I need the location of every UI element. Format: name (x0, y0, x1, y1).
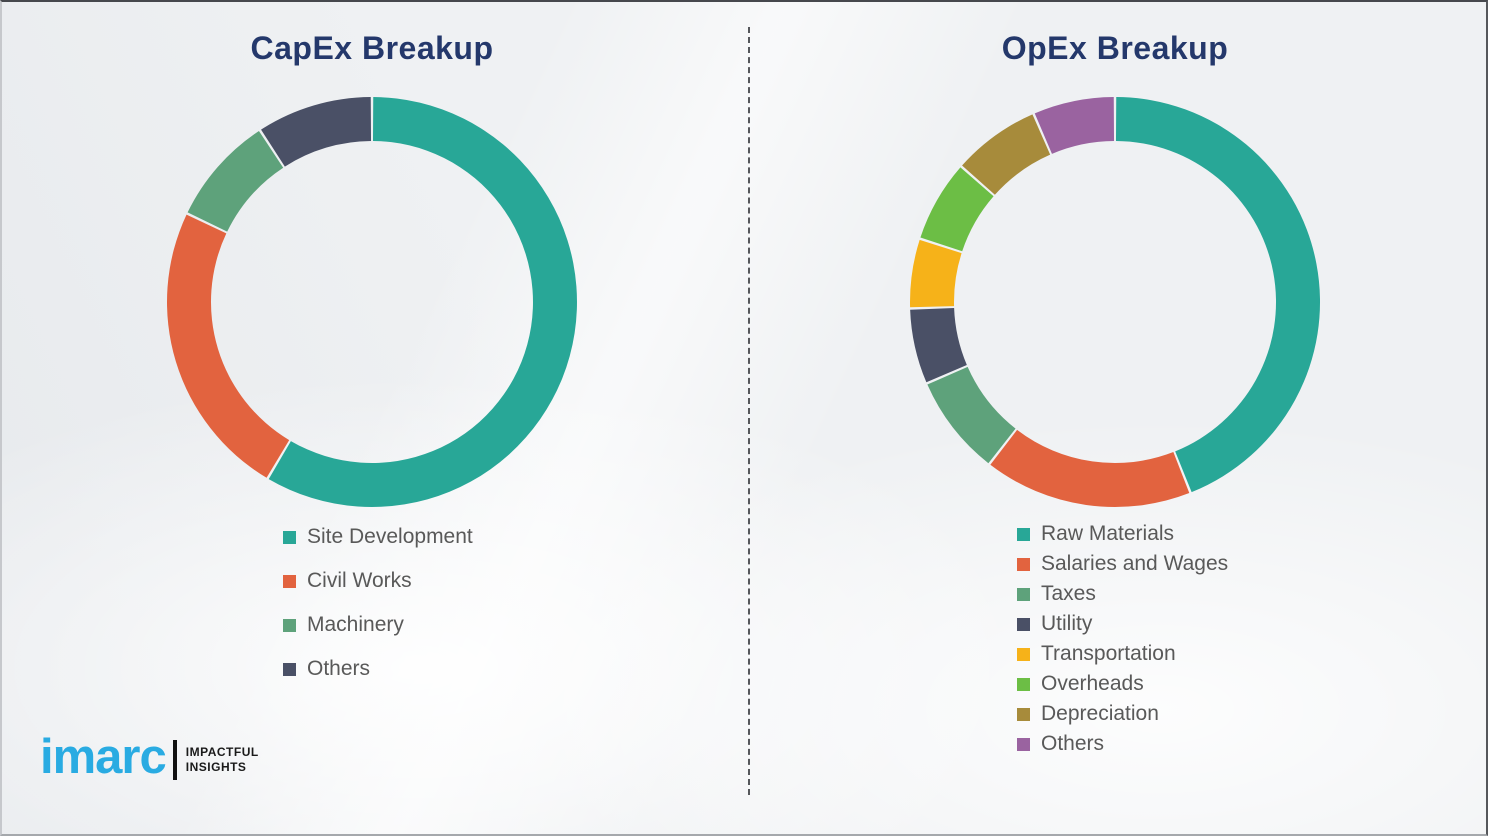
imarc-logo-tagline: IMPACTFUL INSIGHTS (186, 745, 259, 775)
capex-legend: Site Development Civil Works Machinery Othe… (283, 515, 473, 691)
donut-segment-salaries-and-wages (990, 429, 1190, 507)
legend-item-transportation: Transportation (1017, 639, 1228, 669)
legend-swatch (1017, 557, 1030, 571)
donut-segment-others (1034, 97, 1115, 154)
legend-swatch (283, 530, 296, 544)
legend-item-civil-works: Civil Works (283, 559, 473, 603)
imarc-tagline-line2: INSIGHTS (185, 759, 247, 774)
legend-item-overheads: Overheads (1017, 669, 1228, 699)
legend-item-site-development: Site Development (283, 515, 473, 559)
donut-segment-raw-materials (1115, 97, 1321, 493)
legend-swatch (1017, 737, 1030, 751)
legend-swatch (283, 662, 296, 676)
legend-item-utility: Utility (1017, 609, 1228, 639)
donut-segment-site-development (268, 97, 577, 507)
opex-donut-chart (910, 97, 1321, 507)
legend-item-depreciation: Depreciation (1017, 699, 1228, 729)
legend-swatch (1017, 527, 1030, 541)
legend-swatch (1017, 647, 1030, 661)
legend-item-raw-materials: Raw Materials (1017, 519, 1228, 549)
opex-chart-title: OpEx Breakup (1001, 30, 1229, 66)
donut-segment-others (261, 97, 372, 167)
legend-label: Raw Materials (1041, 522, 1175, 545)
donut-segment-depreciation (962, 114, 1051, 195)
legend-label: Others (307, 657, 371, 680)
donut-segment-transportation (910, 239, 962, 308)
donut-segment-machinery (187, 130, 284, 232)
legend-swatch (1017, 617, 1030, 631)
imarc-logo-separator (172, 739, 177, 780)
legend-item-others: Others (1017, 729, 1228, 759)
legend-swatch (283, 618, 296, 632)
legend-swatch (1017, 587, 1030, 601)
legend-label: Others (1041, 732, 1105, 755)
imarc-logo-wordmark: imarc (40, 730, 167, 784)
legend-label: Machinery (307, 613, 404, 636)
legend-item-machinery: Machinery (283, 603, 473, 647)
legend-label: Transportation (1041, 642, 1176, 665)
legend-label: Salaries and Wages (1041, 552, 1229, 575)
legend-item-salaries-and-wages: Salaries and Wages (1017, 549, 1228, 579)
donut-segment-taxes (927, 366, 1016, 464)
legend-label: Depreciation (1041, 702, 1159, 725)
capex-donut-chart (167, 97, 577, 507)
legend-label: Site Development (307, 525, 473, 548)
legend-swatch (1017, 677, 1030, 691)
legend-item-taxes: Taxes (1017, 579, 1228, 609)
vertical-dashed-divider (748, 27, 750, 795)
donut-segment-overheads (920, 167, 994, 252)
donut-segment-civil-works (167, 214, 290, 478)
legend-label: Taxes (1041, 582, 1096, 605)
legend-label: Overheads (1041, 672, 1144, 695)
donut-segment-utility (910, 308, 967, 383)
opex-legend: Raw Materials Salaries and Wages Taxes Util… (1017, 519, 1228, 759)
legend-item-others: Others (283, 647, 473, 691)
capex-chart-title: CapEx Breakup (250, 30, 494, 66)
imarc-logo: imarc IMPACTFUL INSIGHTS (40, 730, 259, 784)
legend-swatch (283, 574, 296, 588)
legend-swatch (1017, 707, 1030, 721)
legend-label: Utility (1041, 612, 1093, 635)
imarc-tagline-line1: IMPACTFUL (185, 744, 259, 759)
legend-label: Civil Works (307, 569, 412, 592)
